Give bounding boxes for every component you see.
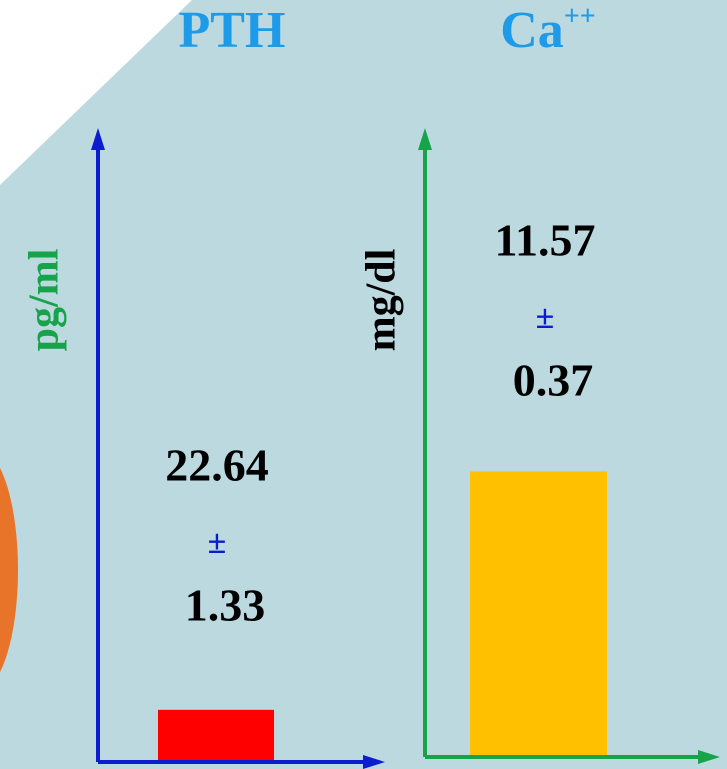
bar	[470, 471, 607, 757]
error-label: 0.37	[513, 355, 594, 406]
error-symbol: ±	[208, 524, 227, 561]
value-label: 22.64	[165, 440, 269, 491]
bar	[158, 709, 274, 762]
error-symbol: ±	[536, 299, 555, 336]
error-label: 1.33	[185, 580, 266, 631]
corner-cut	[0, 0, 192, 185]
decorative-blob	[0, 467, 18, 673]
y-axis-label: pg/ml	[22, 249, 68, 352]
x-axis-arrow	[698, 750, 720, 764]
y-axis-arrow	[418, 128, 432, 150]
y-axis-label: mg/dl	[359, 249, 405, 352]
value-label: 11.57	[495, 215, 596, 266]
y-axis-arrow	[91, 128, 105, 150]
chart-title: PTH	[179, 2, 286, 59]
x-axis-arrow	[363, 755, 385, 769]
